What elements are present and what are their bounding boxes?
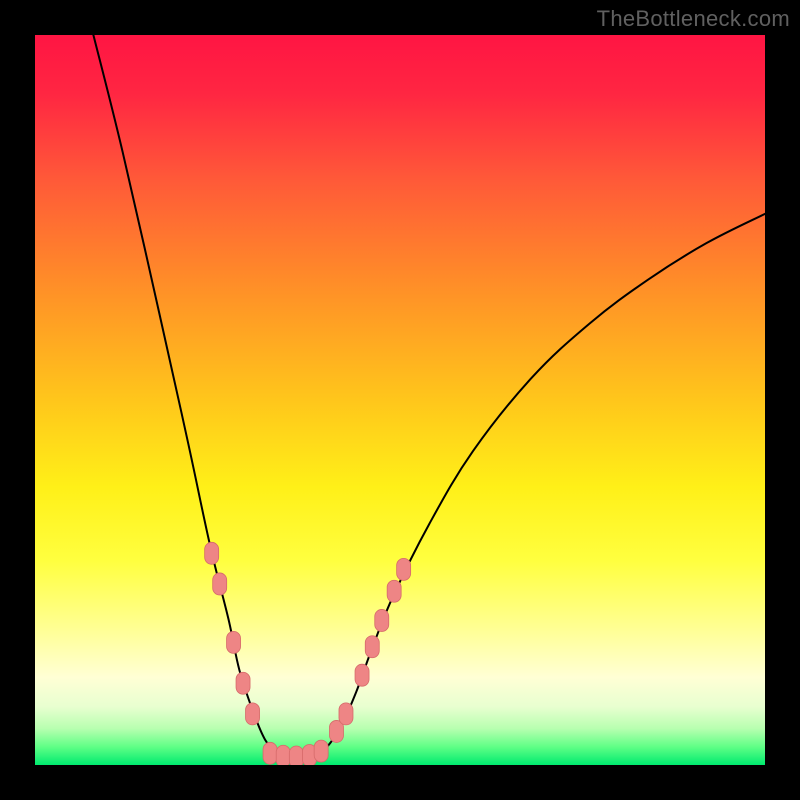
watermark-text: TheBottleneck.com — [597, 6, 790, 32]
marker-capsule — [213, 573, 227, 595]
chart-curves-layer — [35, 35, 765, 765]
marker-capsule — [227, 631, 241, 653]
marker-capsule — [355, 664, 369, 686]
marker-capsule — [314, 740, 328, 762]
marker-capsule — [276, 745, 290, 765]
marker-capsule — [397, 558, 411, 580]
marker-capsule — [387, 580, 401, 602]
marker-capsule — [375, 609, 389, 631]
marker-capsule — [263, 742, 277, 764]
marker-capsule — [236, 672, 250, 694]
marker-capsule — [246, 703, 260, 725]
marker-capsule — [329, 720, 343, 742]
marker-capsule — [289, 746, 303, 765]
curve-left-branch — [93, 35, 297, 758]
marker-capsule — [365, 636, 379, 658]
marker-capsule — [205, 542, 219, 564]
marker-capsule — [339, 703, 353, 725]
chart-plot-area — [35, 35, 765, 765]
